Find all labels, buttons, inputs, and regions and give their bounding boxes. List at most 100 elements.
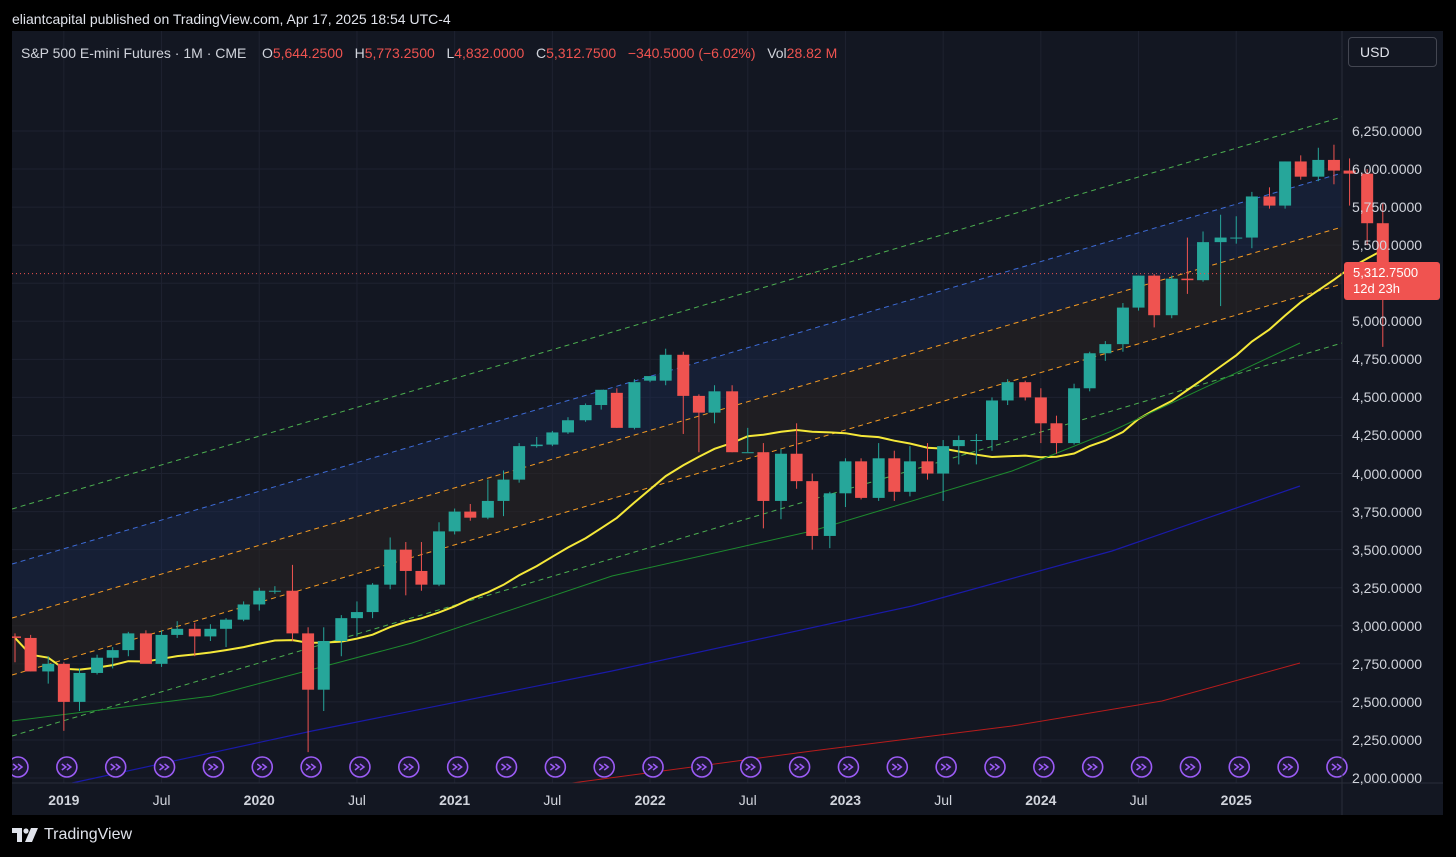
footer-brand[interactable]: TradingView	[12, 826, 132, 844]
candle-body	[1132, 275, 1145, 308]
candle-body	[1230, 237, 1243, 239]
candle	[692, 394, 705, 453]
candle-body	[839, 461, 852, 494]
candle-body	[497, 479, 510, 501]
currency-button[interactable]: USD	[1348, 37, 1437, 67]
candle	[42, 656, 55, 684]
candle-body	[806, 481, 819, 536]
candle-body	[823, 493, 836, 536]
candle	[237, 601, 250, 622]
dividend-event-icon	[984, 756, 1006, 778]
candle-body	[855, 461, 868, 498]
candle	[155, 630, 168, 667]
price-tick-label: 4,750.0000	[1352, 351, 1423, 368]
candle	[903, 446, 916, 497]
time-tick-label: Jul	[934, 792, 953, 808]
dividend-event-icon	[886, 756, 909, 778]
candle-body	[888, 458, 901, 492]
dividend-event-icon	[202, 756, 225, 778]
candle	[1214, 214, 1227, 307]
candle	[1068, 383, 1081, 445]
time-tick-label: Jul	[152, 792, 171, 808]
chart-frame[interactable]	[12, 31, 1443, 815]
candle-body	[220, 619, 233, 629]
candle-body	[122, 633, 135, 651]
candle-body	[1099, 344, 1112, 354]
candle-body	[659, 354, 672, 381]
candle-body	[1165, 278, 1178, 316]
price-tick-label: 3,250.0000	[1352, 579, 1423, 596]
candle	[286, 564, 299, 641]
change-value: −340.5000 (−6.02%)	[627, 45, 756, 61]
low-label: L	[446, 45, 455, 61]
symbol-label[interactable]: S&P 500 E-mini Futures · 1M · CME	[21, 45, 247, 61]
channel-lower-mid	[12, 283, 1343, 676]
candle-body	[644, 376, 657, 381]
time-tick-label: 2022	[634, 792, 666, 808]
dividend-event-icon	[739, 756, 762, 778]
candle	[268, 586, 281, 594]
candle	[106, 647, 119, 669]
dividend-event-icon	[1130, 756, 1153, 778]
candle	[774, 449, 787, 520]
channel-fill-upper	[12, 173, 1342, 618]
chart-canvas[interactable]	[12, 31, 1443, 815]
dividend-event-icon	[349, 756, 371, 778]
candle-body	[677, 354, 690, 396]
price-tick-label: 2,500.0000	[1352, 693, 1423, 710]
candle-body	[872, 458, 885, 498]
channel-fill-lower	[12, 227, 1342, 675]
dividend-event-icon	[642, 756, 664, 778]
dividend-event-icon	[153, 756, 176, 778]
candle-body	[384, 549, 397, 585]
regression-channels	[12, 116, 1343, 737]
price-tick-label: 5,000.0000	[1352, 313, 1423, 330]
candle	[726, 385, 739, 453]
candle	[122, 631, 135, 657]
channel-center	[12, 226, 1343, 619]
candle-body	[24, 637, 37, 672]
candle	[708, 385, 721, 424]
candle-body	[1327, 159, 1340, 171]
candle-body	[757, 452, 770, 501]
candle-body	[1312, 159, 1325, 177]
candle-body	[1116, 307, 1129, 345]
candle	[855, 458, 868, 500]
candle-body	[42, 663, 55, 672]
candle	[12, 633, 21, 663]
candle	[464, 503, 477, 521]
ma-long-line	[571, 662, 1301, 784]
candle-body	[106, 650, 119, 658]
channel-upper-outer	[12, 116, 1343, 510]
candle-body	[302, 633, 315, 690]
time-tick-label: Jul	[1129, 792, 1148, 808]
tradingview-logo-icon	[12, 828, 38, 842]
candle	[188, 622, 201, 657]
ma-mid-line	[12, 342, 1301, 722]
candle-body	[937, 446, 950, 474]
candle	[952, 435, 965, 465]
candle	[1132, 275, 1145, 311]
candle	[73, 668, 86, 712]
candle	[1019, 380, 1032, 401]
dividend-event-icon	[1179, 756, 1202, 778]
candle	[384, 537, 397, 590]
candle	[1148, 274, 1161, 328]
bar-countdown: 12d 23h	[1353, 280, 1400, 296]
candle	[937, 440, 950, 501]
candle-body	[1214, 237, 1227, 243]
moving-averages	[12, 249, 1384, 784]
open-value: 5,644.2500	[272, 45, 343, 61]
candle	[1361, 169, 1374, 246]
candle	[1327, 144, 1340, 185]
candle	[790, 423, 803, 489]
candle-body	[726, 391, 739, 453]
candle	[399, 542, 412, 596]
time-tick-label: 2019	[48, 792, 80, 808]
candle	[1001, 379, 1014, 406]
candle	[1245, 191, 1258, 249]
candle-body	[741, 452, 754, 454]
candle-body	[970, 440, 983, 442]
candle-body	[1001, 382, 1014, 401]
candle	[513, 443, 526, 483]
